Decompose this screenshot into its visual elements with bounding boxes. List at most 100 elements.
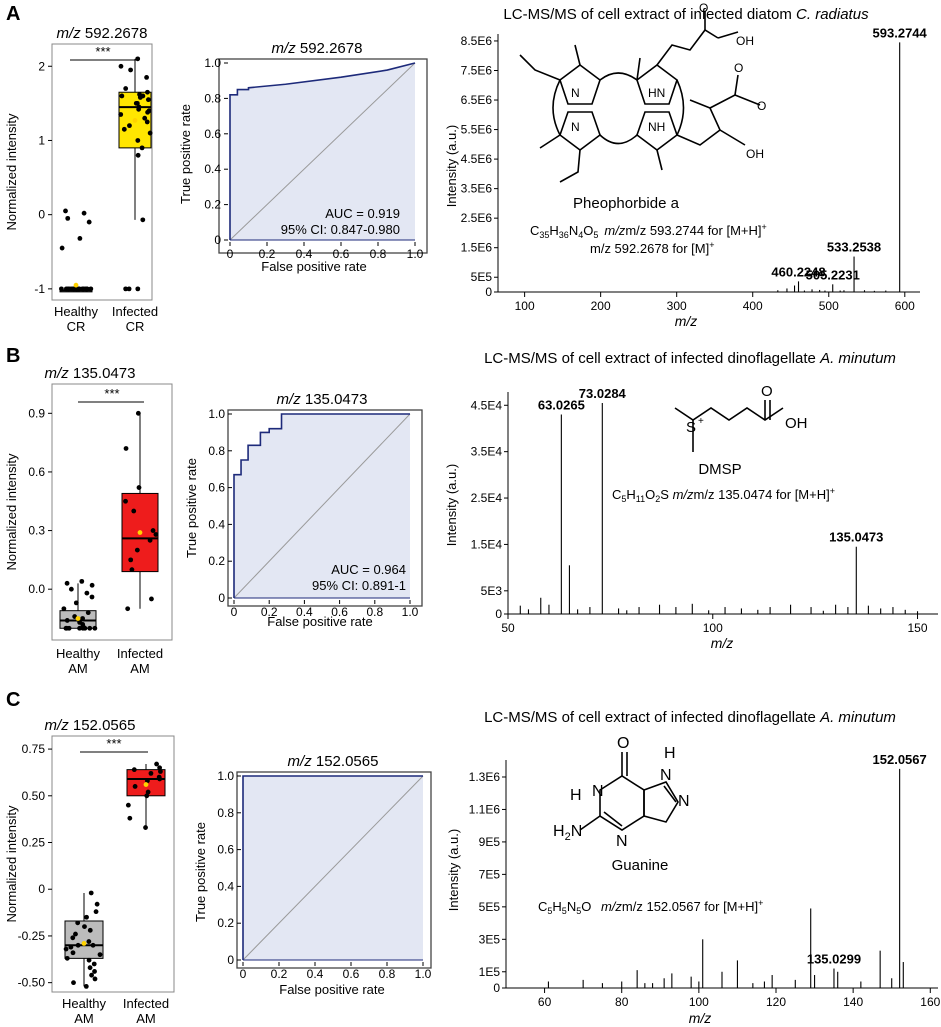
boxplot-point	[145, 97, 151, 103]
boxplot-point	[66, 625, 72, 631]
roc-ytick-label: 0.8	[204, 91, 221, 105]
spectrum-c: LC-MS/MS of cell extract of infected din…	[446, 709, 941, 1026]
roc-xtick-label: 0	[231, 605, 238, 619]
boxplot-point	[154, 761, 159, 767]
guanine-n9: N	[678, 793, 690, 810]
spectrum-a-formula: C35H36N4O5 m/zm/z 593.2744 for [M+H]+	[530, 222, 767, 240]
boxplot-a: m/z 592.2678 Normalized intensity 210-1 …	[4, 25, 158, 334]
spectrum-xtick-label: 100	[515, 299, 535, 313]
spectrum-xtick-label: 120	[766, 995, 786, 1009]
boxplot-point	[75, 920, 81, 926]
roc-ytick-label: 1.0	[204, 56, 221, 70]
boxplot-point	[91, 961, 97, 967]
boxplot-point	[77, 236, 83, 241]
roc-ytick-label: 0.8	[217, 806, 234, 820]
boxplot-point	[75, 942, 81, 948]
boxplot-point	[97, 952, 103, 958]
guanine-n7: N	[660, 767, 672, 784]
spectrum-c-title: LC-MS/MS of cell extract of infected din…	[484, 709, 896, 726]
spectrum-peak-label: 593.2744	[873, 25, 928, 40]
roc-xtick-label: 0.6	[333, 247, 350, 261]
spectrum-ytick-label: 1.5E6	[461, 241, 493, 255]
boxplot-point	[127, 815, 133, 821]
roc-ytick-label: 0.4	[204, 162, 221, 176]
boxplot-point	[87, 927, 93, 933]
dmsp-oh: OH	[785, 415, 808, 432]
structure-o2: O	[734, 61, 743, 75]
roc-curve	[229, 62, 416, 240]
boxplot-point	[80, 616, 85, 621]
boxplot-point	[70, 950, 76, 956]
boxplot-a-plot	[59, 56, 153, 293]
roc-xtick-label: 0.2	[261, 605, 278, 619]
boxplot-a-significance: ***	[95, 44, 110, 59]
boxplot-a-group2-label: Infected	[112, 304, 158, 319]
dmsp-s: S	[686, 419, 696, 436]
spectrum-peak-label: 73.0284	[579, 386, 627, 401]
boxplot-point	[59, 245, 65, 251]
spectrum-xtick-label: 200	[591, 299, 611, 313]
boxplot-point	[125, 802, 131, 808]
boxplot-ytick-label: 0.75	[22, 742, 46, 756]
spectrum-xtick-label: 100	[689, 995, 709, 1009]
boxplot-ytick-label: 2	[38, 59, 45, 73]
boxplot-point	[63, 208, 68, 214]
spectrum-b-xlabel: m/z	[711, 635, 734, 651]
roc-a-frame	[218, 58, 428, 254]
roc-xtick-label: 1.0	[402, 605, 419, 619]
boxplot-point	[123, 86, 129, 91]
roc-xtick-label: 0	[240, 967, 247, 981]
roc-xtick-label: 0.8	[370, 247, 387, 261]
boxplot-b-group1-label: Healthy	[56, 646, 101, 661]
spectrum-ytick-label: 1.1E6	[469, 802, 501, 816]
spectrum-xtick-label: 60	[538, 995, 552, 1009]
boxplot-point	[65, 286, 71, 292]
spectrum-peak-label: 135.0299	[807, 952, 861, 967]
spectrum-ytick-label: 3.5E4	[471, 445, 503, 459]
boxplot-b-group1-label2: AM	[68, 661, 88, 676]
spectrum-c-compound: Guanine	[612, 857, 669, 874]
roc-a: m/z 592.2678 True positive rate False po…	[178, 40, 428, 274]
roc-curve	[242, 775, 423, 960]
boxplot-c: m/z 152.0565 Normalized intensity 0.750.…	[4, 717, 175, 1026]
roc-ytick-label: 0.6	[217, 843, 234, 857]
boxplot-point	[158, 769, 163, 774]
boxplot-point	[136, 485, 142, 490]
roc-a-ylabel: True positive rate	[178, 104, 193, 204]
boxplot-point	[129, 567, 135, 573]
spectrum-ytick-label: 5E5	[471, 270, 493, 284]
spectrum-xtick-label: 300	[667, 299, 687, 313]
spectrum-a-title: LC-MS/MS of cell extract of infected dia…	[503, 6, 869, 23]
boxplot-point	[64, 955, 70, 961]
spectrum-ytick-label: 2.5E6	[461, 211, 493, 225]
spectrum-a-compound: Pheophorbide a	[573, 195, 680, 212]
boxplot-point	[90, 942, 96, 948]
spectrum-ytick-label: 4.5E4	[471, 398, 503, 412]
roc-a-ci: 95% CI: 0.847-0.980	[281, 222, 400, 237]
spectrum-xtick-label: 50	[501, 621, 515, 635]
roc-diagonal	[242, 775, 424, 961]
boxplot-point	[128, 67, 133, 73]
boxplot-point	[84, 914, 89, 920]
boxplot-point	[135, 410, 141, 416]
spectrum-b-ylabel: Intensity (a.u.)	[444, 464, 459, 546]
boxplot-point	[73, 931, 78, 937]
roc-b-xlabel: False positive rate	[267, 614, 373, 629]
boxplot-a-title: m/z 592.2678	[57, 25, 148, 42]
spectrum-xtick-label: 600	[895, 299, 915, 313]
boxplot-point	[77, 620, 83, 625]
spectrum-a-formula-line2: m/z 592.2678 for [M]+	[590, 240, 715, 256]
boxplot-b-ylabel: Normalized intensity	[4, 453, 19, 571]
boxplot-b: m/z 135.0473 Normalized intensity 0.9 0.6…	[4, 365, 173, 676]
boxplot-point	[85, 610, 91, 616]
boxplot-point	[157, 765, 163, 771]
roc-xtick-label: 0.8	[379, 967, 396, 981]
boxplot-mean-point	[132, 118, 138, 123]
boxplot-mean-point	[137, 530, 143, 535]
boxplot-point	[63, 946, 69, 952]
boxplot-point	[88, 286, 94, 292]
spectrum-ytick-label: 5.5E6	[461, 123, 493, 137]
spectrum-c-formula: C5H5N5O m/zm/z 152.0567 for [M+H]+	[538, 898, 763, 916]
boxplot-ytick-label: 0	[38, 882, 45, 896]
